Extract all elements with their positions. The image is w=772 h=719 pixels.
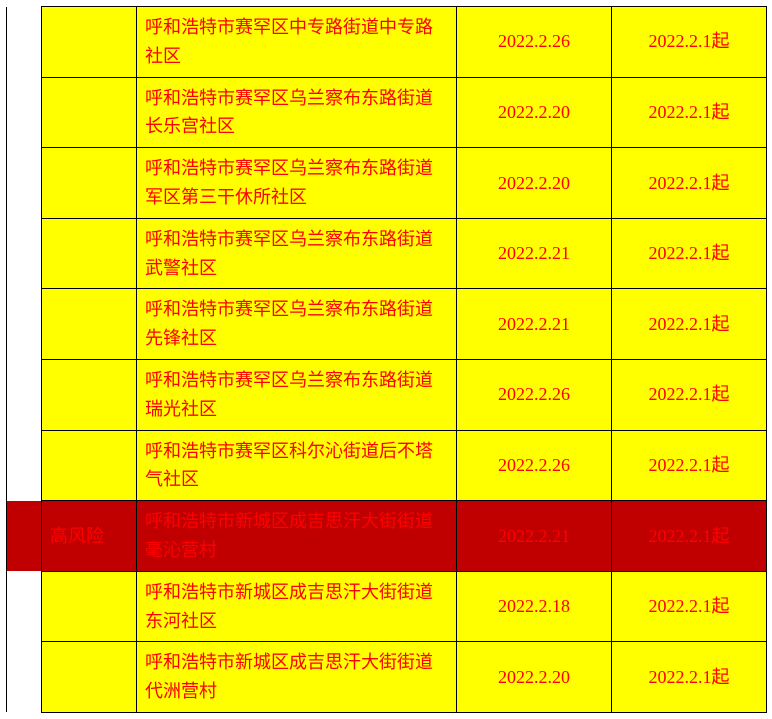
table-row: 呼和浩特市赛罕区乌兰察布东路街道武警社区 2022.2.21 2022.2.1起 bbox=[7, 218, 767, 289]
col-blank bbox=[7, 430, 42, 501]
col-blank bbox=[7, 218, 42, 289]
col-label bbox=[42, 289, 137, 360]
col-date: 2022.2.18 bbox=[457, 571, 612, 642]
col-label bbox=[42, 359, 137, 430]
col-blank bbox=[7, 7, 42, 78]
table-row-high-risk: 高风险 呼和浩特市新城区成吉思汗大街街道毫沁营村 2022.2.21 2022.… bbox=[7, 501, 767, 572]
col-start: 2022.2.1起 bbox=[612, 501, 767, 572]
col-label bbox=[42, 218, 137, 289]
col-blank bbox=[7, 289, 42, 360]
col-label-high-risk: 高风险 bbox=[42, 501, 137, 572]
table-row: 呼和浩特市新城区成吉思汗大街街道东河社区 2022.2.18 2022.2.1起 bbox=[7, 571, 767, 642]
col-label bbox=[42, 148, 137, 219]
col-start: 2022.2.1起 bbox=[612, 359, 767, 430]
col-start: 2022.2.1起 bbox=[612, 430, 767, 501]
table-row: 呼和浩特市赛罕区科尔沁街道后不塔气社区 2022.2.26 2022.2.1起 bbox=[7, 430, 767, 501]
table-row: 呼和浩特市赛罕区乌兰察布东路街道军区第三干休所社区 2022.2.20 2022… bbox=[7, 148, 767, 219]
col-date: 2022.2.26 bbox=[457, 359, 612, 430]
col-blank bbox=[7, 359, 42, 430]
col-area: 呼和浩特市赛罕区科尔沁街道后不塔气社区 bbox=[137, 430, 457, 501]
col-start: 2022.2.1起 bbox=[612, 148, 767, 219]
col-area: 呼和浩特市赛罕区乌兰察布东路街道军区第三干休所社区 bbox=[137, 148, 457, 219]
table-row: 呼和浩特市赛罕区乌兰察布东路街道先锋社区 2022.2.21 2022.2.1起 bbox=[7, 289, 767, 360]
col-area: 呼和浩特市新城区成吉思汗大街街道代洲营村 bbox=[137, 642, 457, 713]
col-date: 2022.2.20 bbox=[457, 642, 612, 713]
col-area: 呼和浩特市赛罕区中专路街道中专路社区 bbox=[137, 7, 457, 78]
table-row: 呼和浩特市赛罕区乌兰察布东路街道瑞光社区 2022.2.26 2022.2.1起 bbox=[7, 359, 767, 430]
risk-table-body: 呼和浩特市赛罕区中专路街道中专路社区 2022.2.26 2022.2.1起 呼… bbox=[7, 7, 767, 713]
col-label bbox=[42, 77, 137, 148]
col-area: 呼和浩特市赛罕区乌兰察布东路街道瑞光社区 bbox=[137, 359, 457, 430]
table-row: 呼和浩特市赛罕区乌兰察布东路街道长乐宫社区 2022.2.20 2022.2.1… bbox=[7, 77, 767, 148]
col-blank bbox=[7, 77, 42, 148]
col-date: 2022.2.21 bbox=[457, 501, 612, 572]
col-start: 2022.2.1起 bbox=[612, 289, 767, 360]
col-area: 呼和浩特市赛罕区乌兰察布东路街道先锋社区 bbox=[137, 289, 457, 360]
col-date: 2022.2.26 bbox=[457, 430, 612, 501]
col-label bbox=[42, 7, 137, 78]
col-label bbox=[42, 642, 137, 713]
risk-table: 呼和浩特市赛罕区中专路街道中专路社区 2022.2.26 2022.2.1起 呼… bbox=[6, 6, 767, 713]
col-label bbox=[42, 571, 137, 642]
col-area: 呼和浩特市新城区成吉思汗大街街道东河社区 bbox=[137, 571, 457, 642]
col-start: 2022.2.1起 bbox=[612, 642, 767, 713]
col-blank bbox=[7, 501, 42, 572]
col-start: 2022.2.1起 bbox=[612, 7, 767, 78]
col-date: 2022.2.21 bbox=[457, 218, 612, 289]
col-date: 2022.2.20 bbox=[457, 148, 612, 219]
col-start: 2022.2.1起 bbox=[612, 571, 767, 642]
table-row: 呼和浩特市赛罕区中专路街道中专路社区 2022.2.26 2022.2.1起 bbox=[7, 7, 767, 78]
col-area: 呼和浩特市赛罕区乌兰察布东路街道长乐宫社区 bbox=[137, 77, 457, 148]
col-start: 2022.2.1起 bbox=[612, 218, 767, 289]
col-label bbox=[42, 430, 137, 501]
col-start: 2022.2.1起 bbox=[612, 77, 767, 148]
col-date: 2022.2.20 bbox=[457, 77, 612, 148]
col-area: 呼和浩特市新城区成吉思汗大街街道毫沁营村 bbox=[137, 501, 457, 572]
table-row: 呼和浩特市新城区成吉思汗大街街道代洲营村 2022.2.20 2022.2.1起 bbox=[7, 642, 767, 713]
col-date: 2022.2.21 bbox=[457, 289, 612, 360]
col-date: 2022.2.26 bbox=[457, 7, 612, 78]
col-blank bbox=[7, 571, 42, 642]
col-area: 呼和浩特市赛罕区乌兰察布东路街道武警社区 bbox=[137, 218, 457, 289]
col-blank bbox=[7, 148, 42, 219]
col-blank bbox=[7, 642, 42, 713]
